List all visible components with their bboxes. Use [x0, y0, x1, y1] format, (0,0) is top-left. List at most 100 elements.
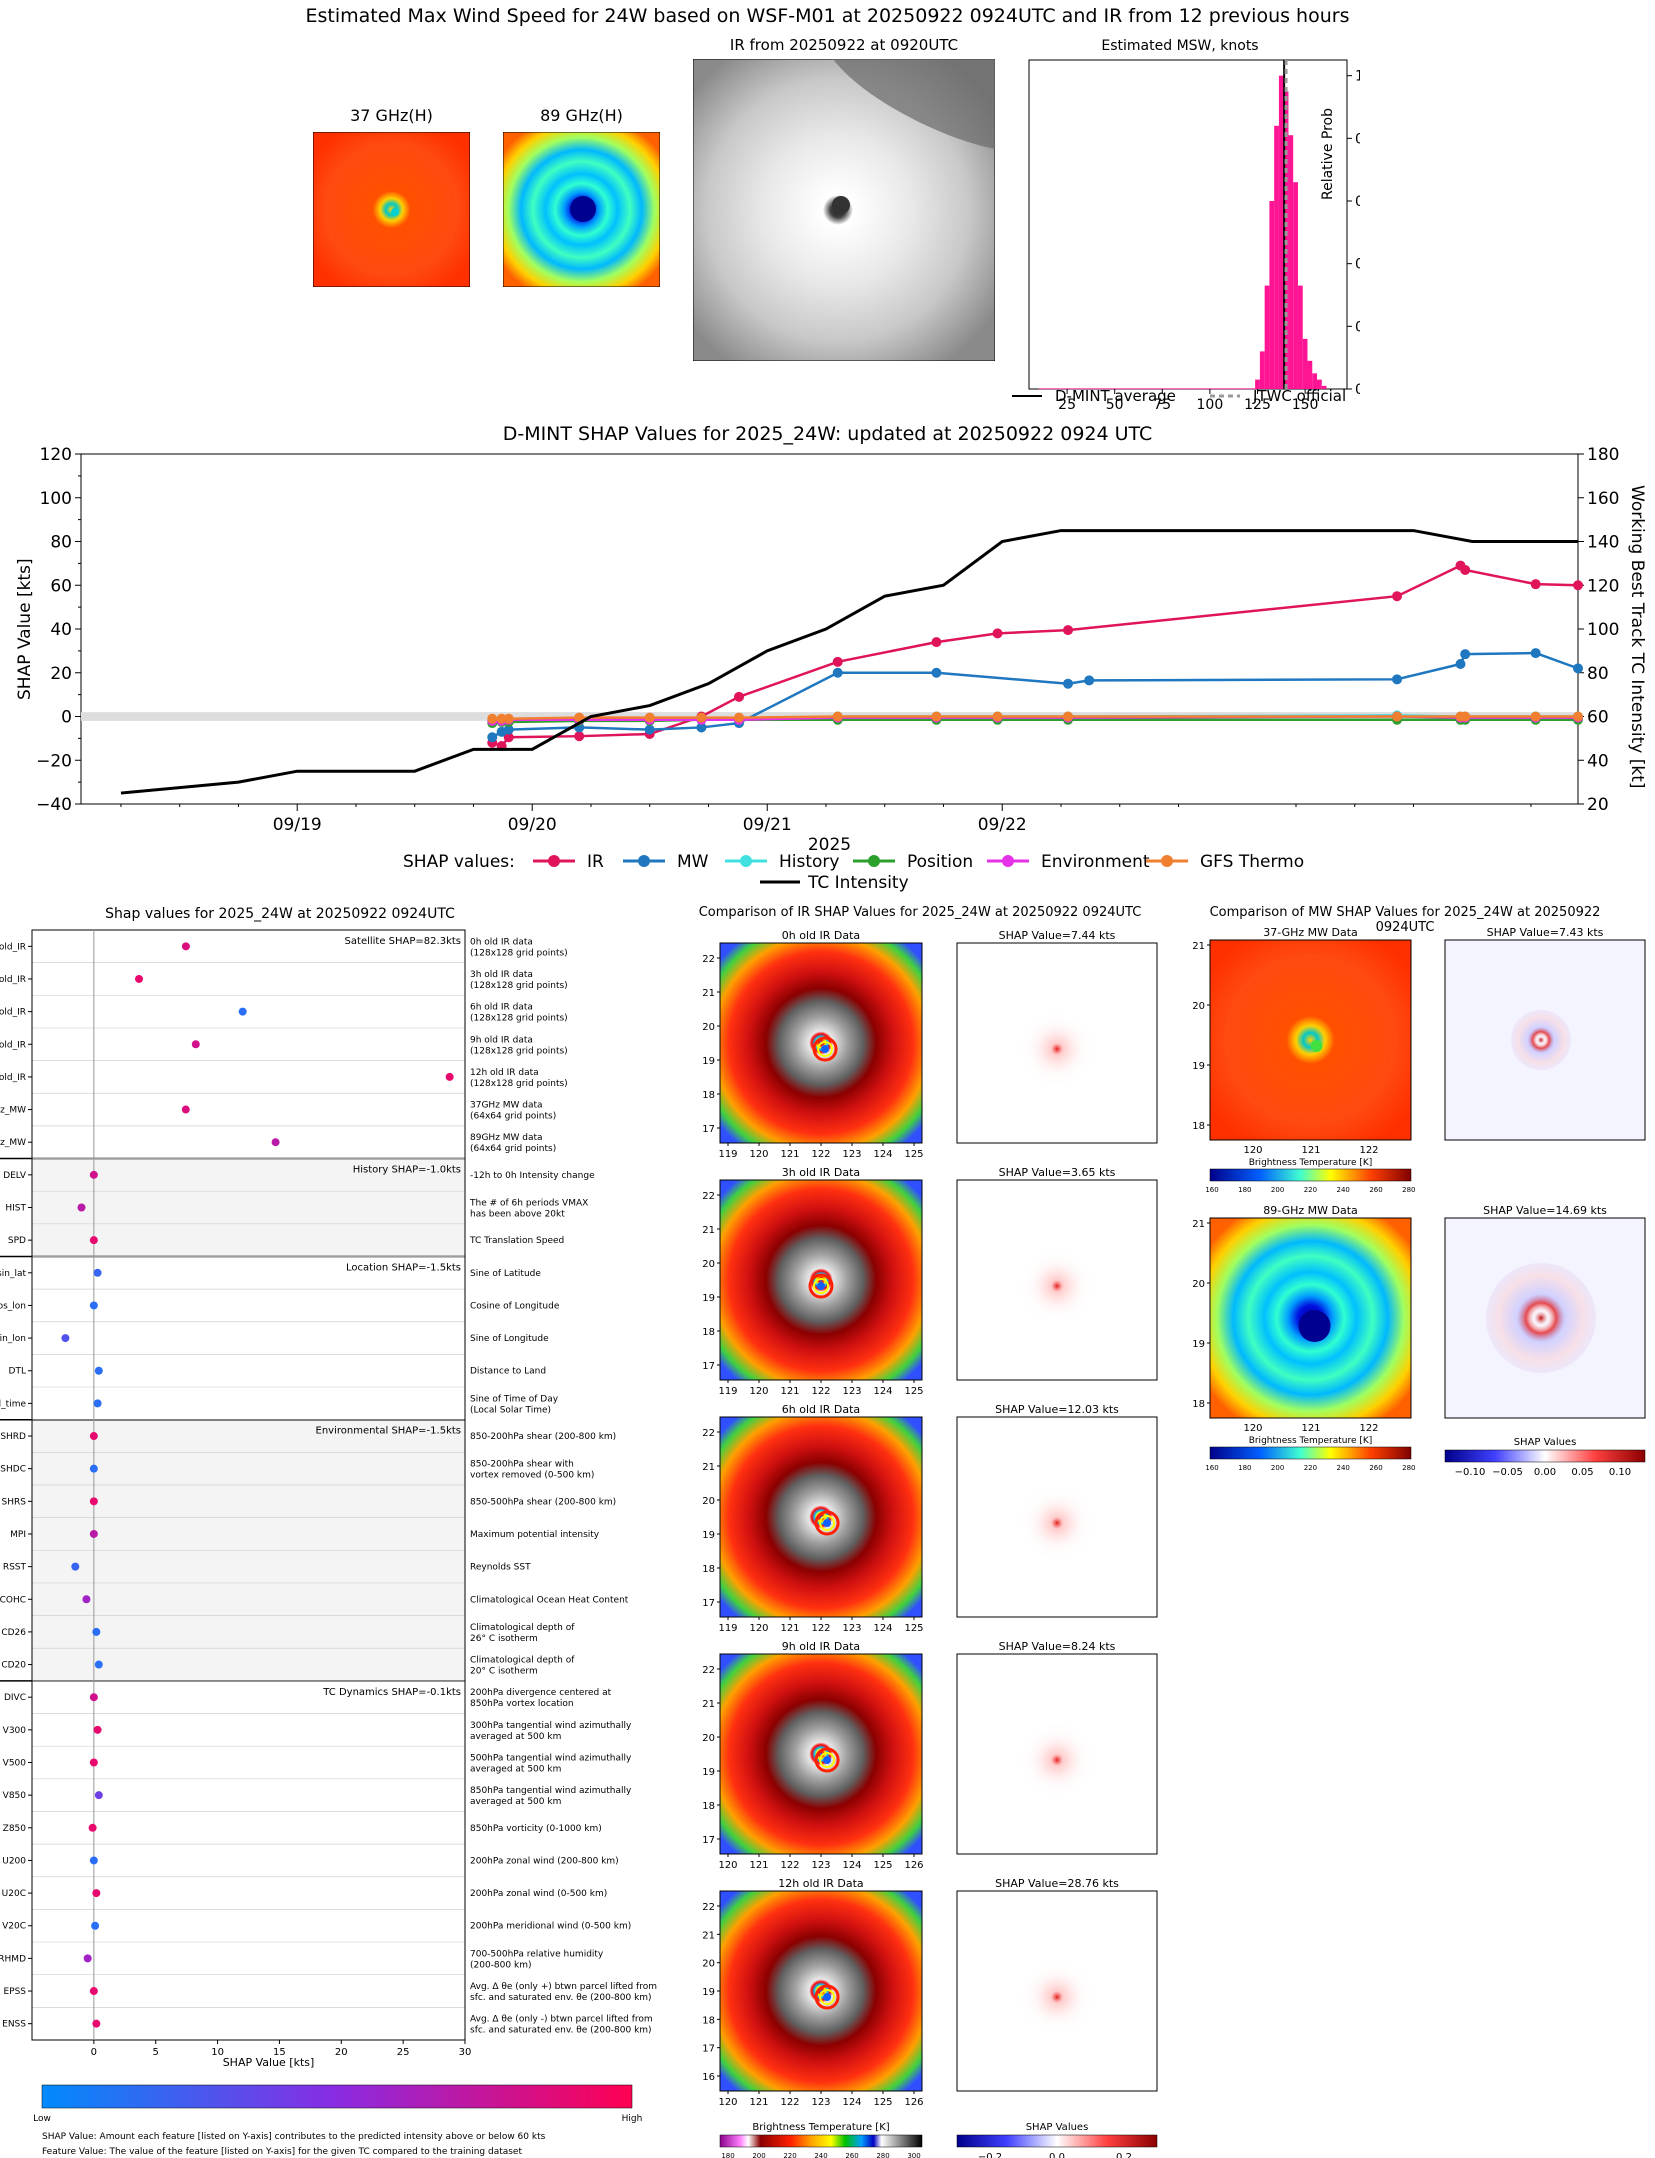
ir-panel-title: 3h old IR Data [782, 1166, 860, 1179]
mw-ytick-label: 21 [1192, 941, 1205, 952]
shap-feature-label: DIVC [4, 1693, 26, 1703]
ir-cbar-tick: 280 [876, 2152, 889, 2158]
mw-cbar-label: Brightness Temperature [K] [1249, 1436, 1373, 1446]
ir-ytick-label: 17 [702, 1835, 715, 1846]
shap-feature-desc: 200hPa zonal wind (200-800 km) [470, 1856, 619, 1866]
hist-bar [1264, 285, 1270, 389]
ts-frame [80, 453, 1579, 805]
mw-panel-title: 37-GHz MW Data [1263, 926, 1358, 939]
shap-xtick-label: 0 [91, 2047, 97, 2058]
ir-xtick-label: 122 [811, 1149, 830, 1160]
shap-feature-dot [89, 1693, 98, 1702]
ts-point-gfs-thermo [487, 713, 498, 724]
shap-group-label: Environmental SHAP=-1.5kts [316, 1426, 462, 1437]
hist-ylabel-rot: Relative Prob [1320, 107, 1336, 200]
shap-feature-dot [77, 1203, 86, 1212]
ir-shap-cbar-tick: 0.2 [1116, 2152, 1132, 2158]
shap-feature-desc: 850-200hPa shear with [470, 1460, 574, 1470]
ir-xtick-label: 121 [749, 2097, 768, 2108]
ts-legend-marker [638, 855, 650, 867]
ir-shap-value: SHAP Value=28.76 kts [995, 1877, 1119, 1890]
ir-eyewall-ring [808, 1273, 834, 1299]
mw-xtick-label: 120 [1243, 1423, 1262, 1434]
shap-cbar-high: High [622, 2114, 643, 2124]
ts-point-mw [696, 722, 707, 733]
shap-feature-desc: 700-500hPa relative humidity [470, 1949, 604, 1959]
ir-shap-hotspot [1017, 1720, 1097, 1800]
ir-eyewall-ring [819, 1752, 836, 1768]
ir-shap-hotspot [1017, 1483, 1097, 1563]
hist-bar [1038, 388, 1258, 390]
shap-feature-label: cos_lon [0, 1301, 26, 1311]
ir-xtick-label: 120 [718, 2097, 737, 2108]
ir-xtick-label: 123 [842, 1623, 861, 1634]
mw-ytick-label: 19 [1192, 1061, 1205, 1072]
ir-ytick-label: 18 [702, 1090, 715, 1101]
ir-ytick-label: 19 [702, 1293, 715, 1304]
mw-comp-title: Comparison of MW SHAP Values for 2025_24… [1209, 905, 1601, 935]
shap-feature-dot [94, 1791, 103, 1800]
shap-feature-label: RHMD [0, 1954, 26, 1964]
hist-xtick-label: 50 [1106, 397, 1124, 412]
ir-panel-image [719, 1653, 923, 1855]
mw-ytick-label: 19 [1192, 1339, 1205, 1350]
shap-group-label: Satellite SHAP=82.3kts [345, 936, 461, 947]
shap-panel-title: Shap values for 2025_24W at 20250922 092… [105, 906, 455, 922]
ir-eyewall-ring [812, 1036, 838, 1062]
ts-point-gfs-thermo [734, 712, 745, 723]
ir-shap-value: SHAP Value=8.24 kts [999, 1640, 1116, 1653]
hist-bar [1288, 135, 1294, 389]
hist-bar [1317, 379, 1322, 389]
ir-xtick-label: 125 [873, 2097, 892, 2108]
ir-ytick-label: 22 [702, 1902, 715, 1913]
shap-feature-desc: 200hPa zonal wind (0-500 km) [470, 1889, 607, 1899]
shap-feature-dot [93, 1268, 102, 1277]
shap-feature-desc: -12h to 0h Intensity change [470, 1171, 595, 1181]
ts-legend-marker [868, 855, 880, 867]
hist-bar [1274, 125, 1279, 390]
mw-xtick-label: 122 [1359, 1423, 1378, 1434]
mw-colorbar [1209, 1446, 1412, 1460]
shap-feature-label: COHC [0, 1595, 26, 1605]
ir-ytick-label: 17 [702, 1598, 715, 1609]
ts-point-ir [574, 731, 585, 742]
ir-xtick-label: 122 [780, 2097, 799, 2108]
ir-xtick-label: 119 [718, 1386, 737, 1397]
shap-feature-label: sin_lon [0, 1334, 26, 1344]
mw-cbar-tick: 240 [1337, 1186, 1350, 1194]
shap-feature-label: sin_lat [0, 1269, 26, 1279]
ts-legend-label: GFS Thermo [1200, 852, 1304, 872]
shap-feature-label: V300 [3, 1726, 27, 1736]
ir-xtick-label: 121 [780, 1149, 799, 1160]
ir-xtick-label: 124 [873, 1149, 892, 1160]
ts-legend-marker [740, 855, 752, 867]
ts-point-ir [992, 628, 1003, 639]
shap-feature-desc: vortex removed (0-500 km) [470, 1471, 594, 1481]
ts-point-gfs-thermo [1392, 711, 1403, 722]
shap-feature-desc: (128x128 grid points) [470, 1079, 568, 1089]
ts-left-tick-label: 60 [50, 576, 72, 596]
shap-feature-desc: Avg. Δ θe (only +) btwn parcel lifted fr… [470, 1982, 657, 1992]
mw-cbar-tick: 220 [1304, 1186, 1317, 1194]
ir-ytick-label: 17 [702, 1361, 715, 1372]
ts-legend-label: Position [907, 852, 973, 872]
ts-xtick-label: 09/22 [978, 815, 1027, 835]
ir-eyewall-ring [813, 1278, 829, 1294]
shap-feature-desc: 500hPa tangential wind azimuthally [470, 1754, 632, 1764]
ts-left-tick-label: 20 [50, 664, 72, 684]
shap-feature-desc: Climatological Ocean Heat Content [470, 1595, 629, 1605]
mw-eye [1298, 1310, 1331, 1342]
shap-feature-dot [61, 1334, 70, 1343]
shap-feature-label: sin_local_time [0, 1399, 26, 1409]
ts-point-ir [931, 637, 942, 648]
ts-right-tick-label: 60 [1587, 708, 1609, 728]
ts-point-mw [1573, 663, 1583, 674]
ir-cbar-tick: 200 [752, 2152, 765, 2158]
ir-eye [821, 1045, 830, 1053]
ir-xtick-label: 123 [842, 1386, 861, 1397]
ir-ytick-label: 21 [702, 1462, 715, 1473]
mw-ytick-label: 18 [1192, 1121, 1205, 1132]
shap-feature-desc: 26° C isotherm [470, 1634, 538, 1644]
ir-shap-colorbar [956, 2134, 1158, 2148]
ir-image-field [719, 1653, 923, 1855]
